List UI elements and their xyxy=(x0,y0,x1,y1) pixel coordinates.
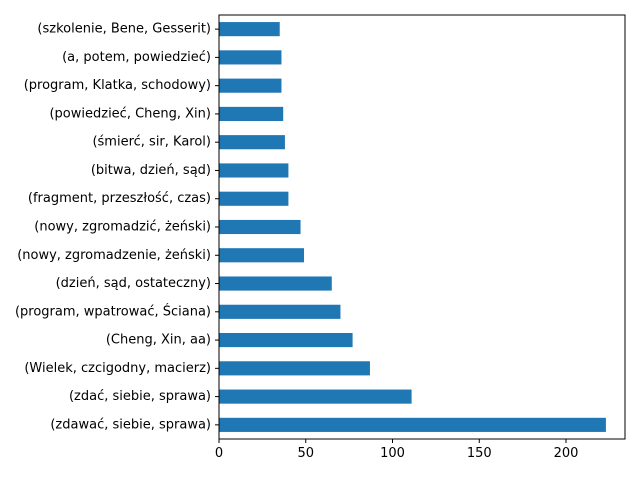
y-tick-label: (fragment, przeszłość, czas) xyxy=(28,191,211,206)
y-tick-label: (Wielek, czcigodny, macierz) xyxy=(24,361,211,376)
x-ticks: 0 50 100 150 200 xyxy=(215,439,579,461)
y-tick-label: (program, wpatrować, Ściana) xyxy=(15,303,211,319)
y-tick-label: (szkolenie, Bene, Gesserit) xyxy=(37,22,211,37)
y-tick-label: (Cheng, Xin, aa) xyxy=(106,333,211,348)
bar xyxy=(219,248,305,263)
bar xyxy=(219,22,280,37)
y-tick-label: (a, potem, powiedzieć) xyxy=(62,50,211,65)
y-tick-labels: (zdawać, siebie, sprawa) (zdać, siebie, s… xyxy=(15,22,219,432)
x-tick-label: 150 xyxy=(467,446,492,461)
x-tick-label: 0 xyxy=(215,446,223,461)
y-tick-label: (bitwa, dzień, sąd) xyxy=(91,163,211,178)
y-tick-label: (powiedzieć, Cheng, Xin) xyxy=(49,106,211,121)
bar xyxy=(219,276,332,291)
x-tick-label: 200 xyxy=(554,446,579,461)
axes-frame xyxy=(218,14,626,440)
bar xyxy=(219,163,289,178)
y-tick-label: (dzień, sąd, ostateczny) xyxy=(56,276,211,291)
bar xyxy=(219,389,412,404)
bar xyxy=(219,219,301,235)
y-tick-label: (program, Klatka, schodowy) xyxy=(24,78,211,93)
bar xyxy=(219,191,289,206)
y-tick-label: (zdawać, siebie, sprawa) xyxy=(50,417,211,432)
bar xyxy=(219,50,282,65)
y-tick-label: (zdać, siebie, sprawa) xyxy=(69,389,211,404)
bar xyxy=(219,78,282,93)
bar xyxy=(219,304,341,319)
y-tick-label: (śmierć, sir, Karol) xyxy=(92,135,211,150)
x-tick-label: 50 xyxy=(297,446,314,461)
bar xyxy=(219,361,370,376)
bars-group xyxy=(219,22,606,432)
bar xyxy=(219,417,606,432)
y-tick-label: (nowy, zgromadzić, żeński) xyxy=(34,220,211,235)
bar xyxy=(219,135,285,150)
bar xyxy=(219,106,284,121)
y-tick-label: (nowy, zgromadzenie, żeński) xyxy=(17,248,211,263)
x-tick-label: 100 xyxy=(380,446,405,461)
bar xyxy=(219,333,353,348)
